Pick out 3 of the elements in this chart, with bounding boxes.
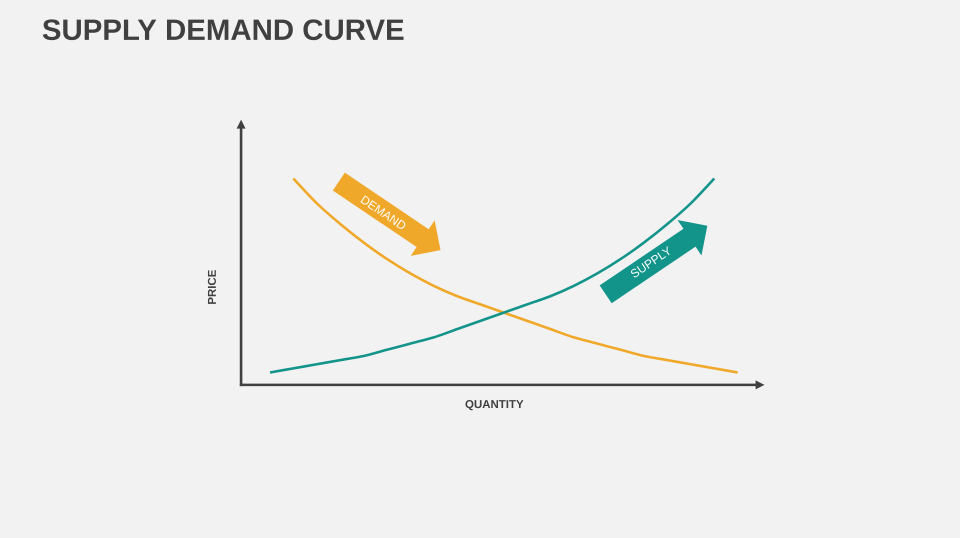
y-axis-title: PRICE	[208, 270, 216, 304]
x-axis-title: QUANTITY	[465, 400, 524, 410]
chart-title: SUPPLY DEMAND CURVE	[42, 19, 404, 40]
